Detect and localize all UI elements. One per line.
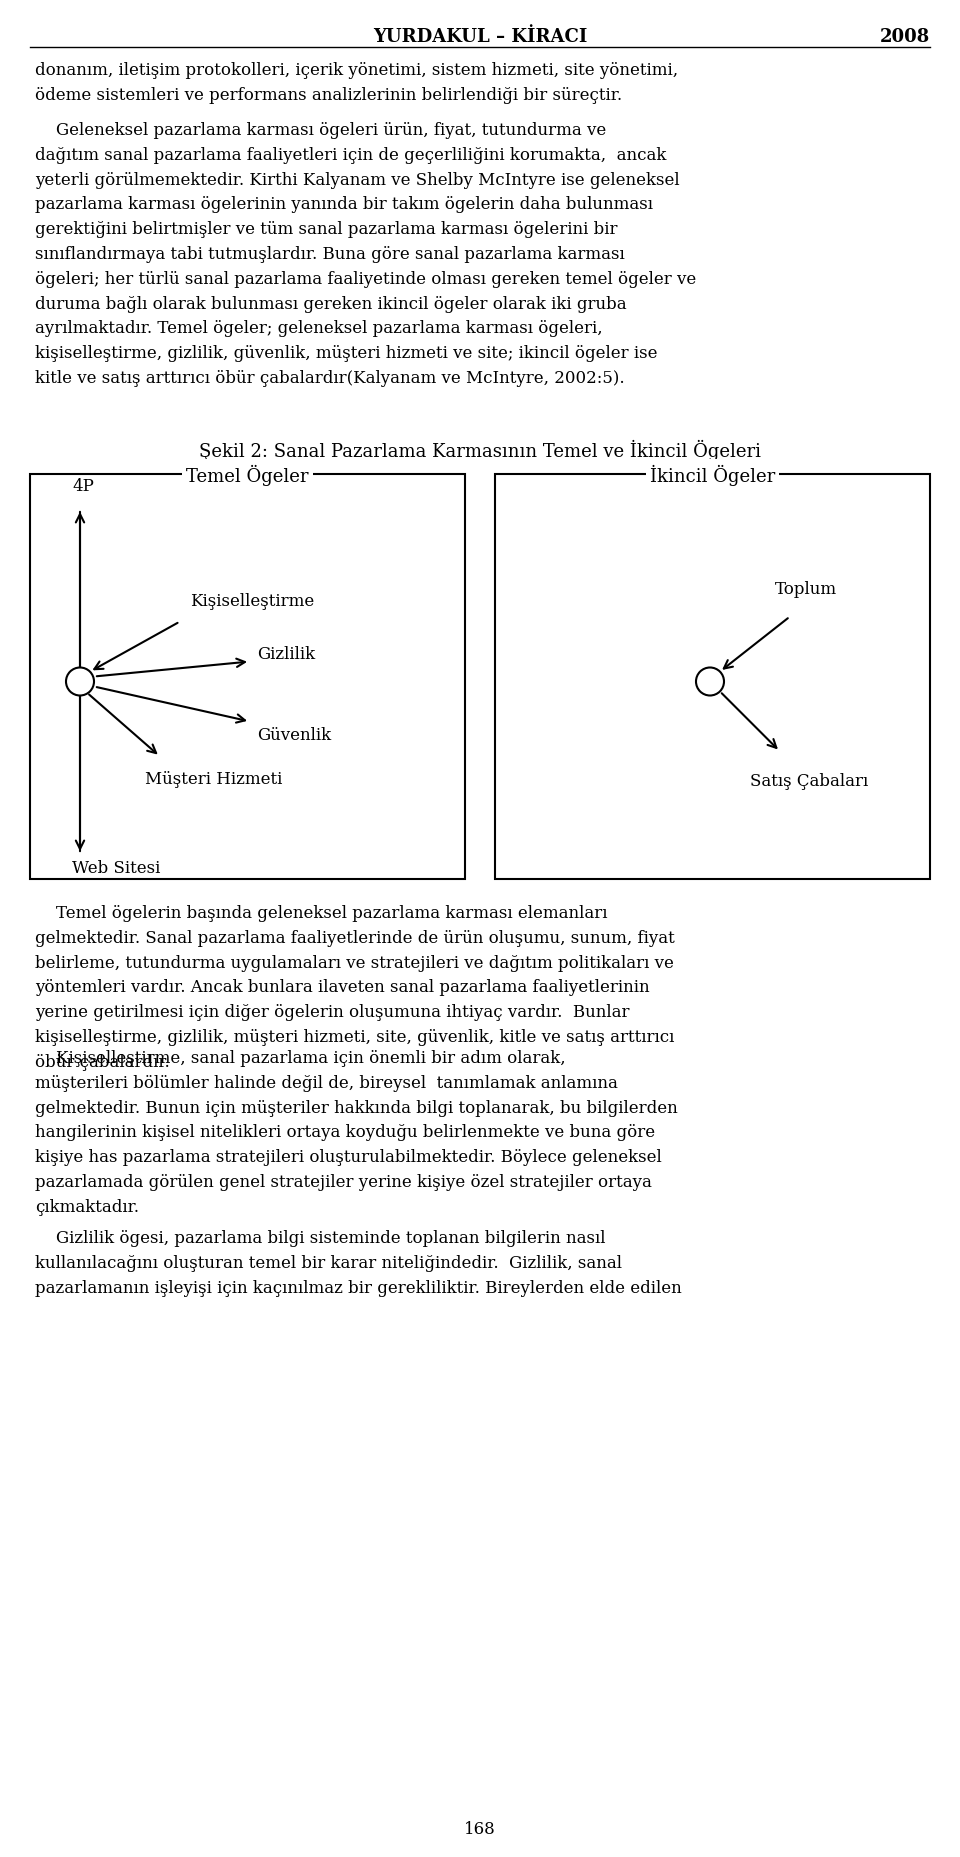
Text: Kişiselleştirme: Kişiselleştirme — [190, 592, 314, 609]
Text: Temel Ögeler: Temel Ögeler — [186, 464, 309, 485]
Text: 168: 168 — [464, 1820, 496, 1837]
Circle shape — [696, 669, 724, 696]
Bar — [495, 475, 930, 880]
Text: Müşteri Hizmeti: Müşteri Hizmeti — [145, 771, 282, 787]
Text: Gizlilik: Gizlilik — [257, 646, 315, 663]
Text: Satış Çabaları: Satış Çabaları — [750, 773, 868, 789]
Text: Geleneksel pazarlama karması ögeleri ürün, fiyat, tutundurma ve
dağıtım sanal pa: Geleneksel pazarlama karması ögeleri ürü… — [35, 123, 696, 386]
Text: İkincil Ögeler: İkincil Ögeler — [650, 464, 775, 485]
Text: 4P: 4P — [72, 477, 94, 494]
Text: 2008: 2008 — [879, 28, 930, 46]
Text: Şekil 2: Sanal Pazarlama Karmasının Temel ve İkincil Ögeleri: Şekil 2: Sanal Pazarlama Karmasının Teme… — [199, 440, 761, 461]
Text: Web Sitesi: Web Sitesi — [72, 860, 160, 877]
Text: donanım, iletişim protokolleri, içerik yönetimi, sistem hizmeti, site yönetimi,
: donanım, iletişim protokolleri, içerik y… — [35, 61, 678, 104]
Bar — [30, 475, 465, 880]
Text: Toplum: Toplum — [775, 579, 837, 598]
Text: Gizlilik ögesi, pazarlama bilgi sisteminde toplanan bilgilerin nasıl
kullanılaca: Gizlilik ögesi, pazarlama bilgi sistemin… — [35, 1229, 682, 1296]
Circle shape — [66, 669, 94, 696]
Text: YURDAKUL – KİRACI: YURDAKUL – KİRACI — [372, 28, 588, 46]
Text: Kişiselleştirme, sanal pazarlama için önemli bir adım olarak,
müşterileri bölüml: Kişiselleştirme, sanal pazarlama için ön… — [35, 1049, 678, 1214]
Text: Güvenlik: Güvenlik — [257, 728, 331, 745]
Text: Temel ögelerin başında geleneksel pazarlama karması elemanları
gelmektedir. Sana: Temel ögelerin başında geleneksel pazarl… — [35, 904, 675, 1070]
